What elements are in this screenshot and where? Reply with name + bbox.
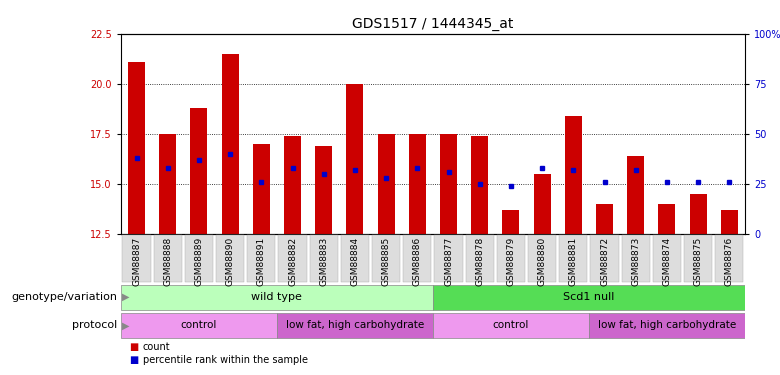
Bar bbox=[502, 210, 519, 234]
Text: GSM88882: GSM88882 bbox=[288, 237, 297, 286]
Bar bbox=[378, 134, 395, 234]
FancyBboxPatch shape bbox=[154, 236, 182, 282]
FancyBboxPatch shape bbox=[247, 236, 275, 282]
FancyBboxPatch shape bbox=[433, 313, 589, 338]
FancyBboxPatch shape bbox=[434, 236, 463, 282]
Text: GSM88887: GSM88887 bbox=[132, 237, 141, 286]
Bar bbox=[315, 146, 332, 234]
Text: Scd1 null: Scd1 null bbox=[563, 292, 615, 302]
Bar bbox=[565, 116, 582, 234]
Text: GSM88877: GSM88877 bbox=[444, 237, 453, 286]
Text: control: control bbox=[181, 320, 217, 330]
FancyBboxPatch shape bbox=[121, 313, 277, 338]
Bar bbox=[284, 136, 301, 234]
FancyBboxPatch shape bbox=[372, 236, 400, 282]
Text: low fat, high carbohydrate: low fat, high carbohydrate bbox=[285, 320, 424, 330]
FancyBboxPatch shape bbox=[589, 313, 745, 338]
FancyBboxPatch shape bbox=[122, 236, 151, 282]
Text: GSM88883: GSM88883 bbox=[319, 237, 328, 286]
Text: percentile rank within the sample: percentile rank within the sample bbox=[143, 355, 308, 364]
Bar bbox=[409, 134, 426, 234]
FancyBboxPatch shape bbox=[216, 236, 244, 282]
Bar bbox=[658, 204, 675, 234]
Text: GSM88874: GSM88874 bbox=[662, 237, 672, 286]
Bar bbox=[596, 204, 613, 234]
Bar bbox=[222, 54, 239, 234]
Text: control: control bbox=[493, 320, 529, 330]
FancyBboxPatch shape bbox=[185, 236, 213, 282]
Text: GSM88885: GSM88885 bbox=[381, 237, 391, 286]
Text: GSM88875: GSM88875 bbox=[693, 237, 703, 286]
FancyBboxPatch shape bbox=[433, 285, 745, 310]
Text: GSM88886: GSM88886 bbox=[413, 237, 422, 286]
FancyBboxPatch shape bbox=[528, 236, 556, 282]
Text: GSM88889: GSM88889 bbox=[194, 237, 204, 286]
Bar bbox=[721, 210, 738, 234]
Text: ▶: ▶ bbox=[122, 320, 130, 330]
Title: GDS1517 / 1444345_at: GDS1517 / 1444345_at bbox=[353, 17, 513, 32]
Text: GSM88872: GSM88872 bbox=[600, 237, 609, 286]
FancyBboxPatch shape bbox=[559, 236, 587, 282]
Bar bbox=[159, 134, 176, 234]
Text: GSM88876: GSM88876 bbox=[725, 237, 734, 286]
Text: ■: ■ bbox=[129, 355, 138, 364]
Bar bbox=[346, 84, 363, 234]
Text: GSM88884: GSM88884 bbox=[350, 237, 360, 286]
FancyBboxPatch shape bbox=[310, 236, 338, 282]
FancyBboxPatch shape bbox=[653, 236, 681, 282]
Text: GSM88890: GSM88890 bbox=[225, 237, 235, 286]
Text: GSM88880: GSM88880 bbox=[537, 237, 547, 286]
FancyBboxPatch shape bbox=[590, 236, 619, 282]
FancyBboxPatch shape bbox=[121, 285, 433, 310]
Text: GSM88878: GSM88878 bbox=[475, 237, 484, 286]
FancyBboxPatch shape bbox=[715, 236, 743, 282]
Bar bbox=[690, 194, 707, 234]
Text: low fat, high carbohydrate: low fat, high carbohydrate bbox=[597, 320, 736, 330]
Text: GSM88888: GSM88888 bbox=[163, 237, 172, 286]
FancyBboxPatch shape bbox=[403, 236, 431, 282]
Bar bbox=[253, 144, 270, 234]
FancyBboxPatch shape bbox=[622, 236, 650, 282]
FancyBboxPatch shape bbox=[278, 236, 307, 282]
Bar bbox=[440, 134, 457, 234]
Text: wild type: wild type bbox=[251, 292, 303, 302]
FancyBboxPatch shape bbox=[466, 236, 494, 282]
Bar bbox=[627, 156, 644, 234]
Bar bbox=[190, 108, 207, 234]
Bar bbox=[471, 136, 488, 234]
Text: GSM88881: GSM88881 bbox=[569, 237, 578, 286]
Bar bbox=[534, 174, 551, 234]
Text: genotype/variation: genotype/variation bbox=[11, 292, 117, 302]
Text: GSM88891: GSM88891 bbox=[257, 237, 266, 286]
Text: ▶: ▶ bbox=[122, 292, 130, 302]
Bar bbox=[128, 62, 145, 234]
FancyBboxPatch shape bbox=[277, 313, 433, 338]
FancyBboxPatch shape bbox=[684, 236, 712, 282]
Text: GSM88873: GSM88873 bbox=[631, 237, 640, 286]
Text: GSM88879: GSM88879 bbox=[506, 237, 516, 286]
FancyBboxPatch shape bbox=[497, 236, 525, 282]
Text: protocol: protocol bbox=[72, 320, 117, 330]
Text: ■: ■ bbox=[129, 342, 138, 352]
FancyBboxPatch shape bbox=[341, 236, 369, 282]
Text: count: count bbox=[143, 342, 170, 352]
